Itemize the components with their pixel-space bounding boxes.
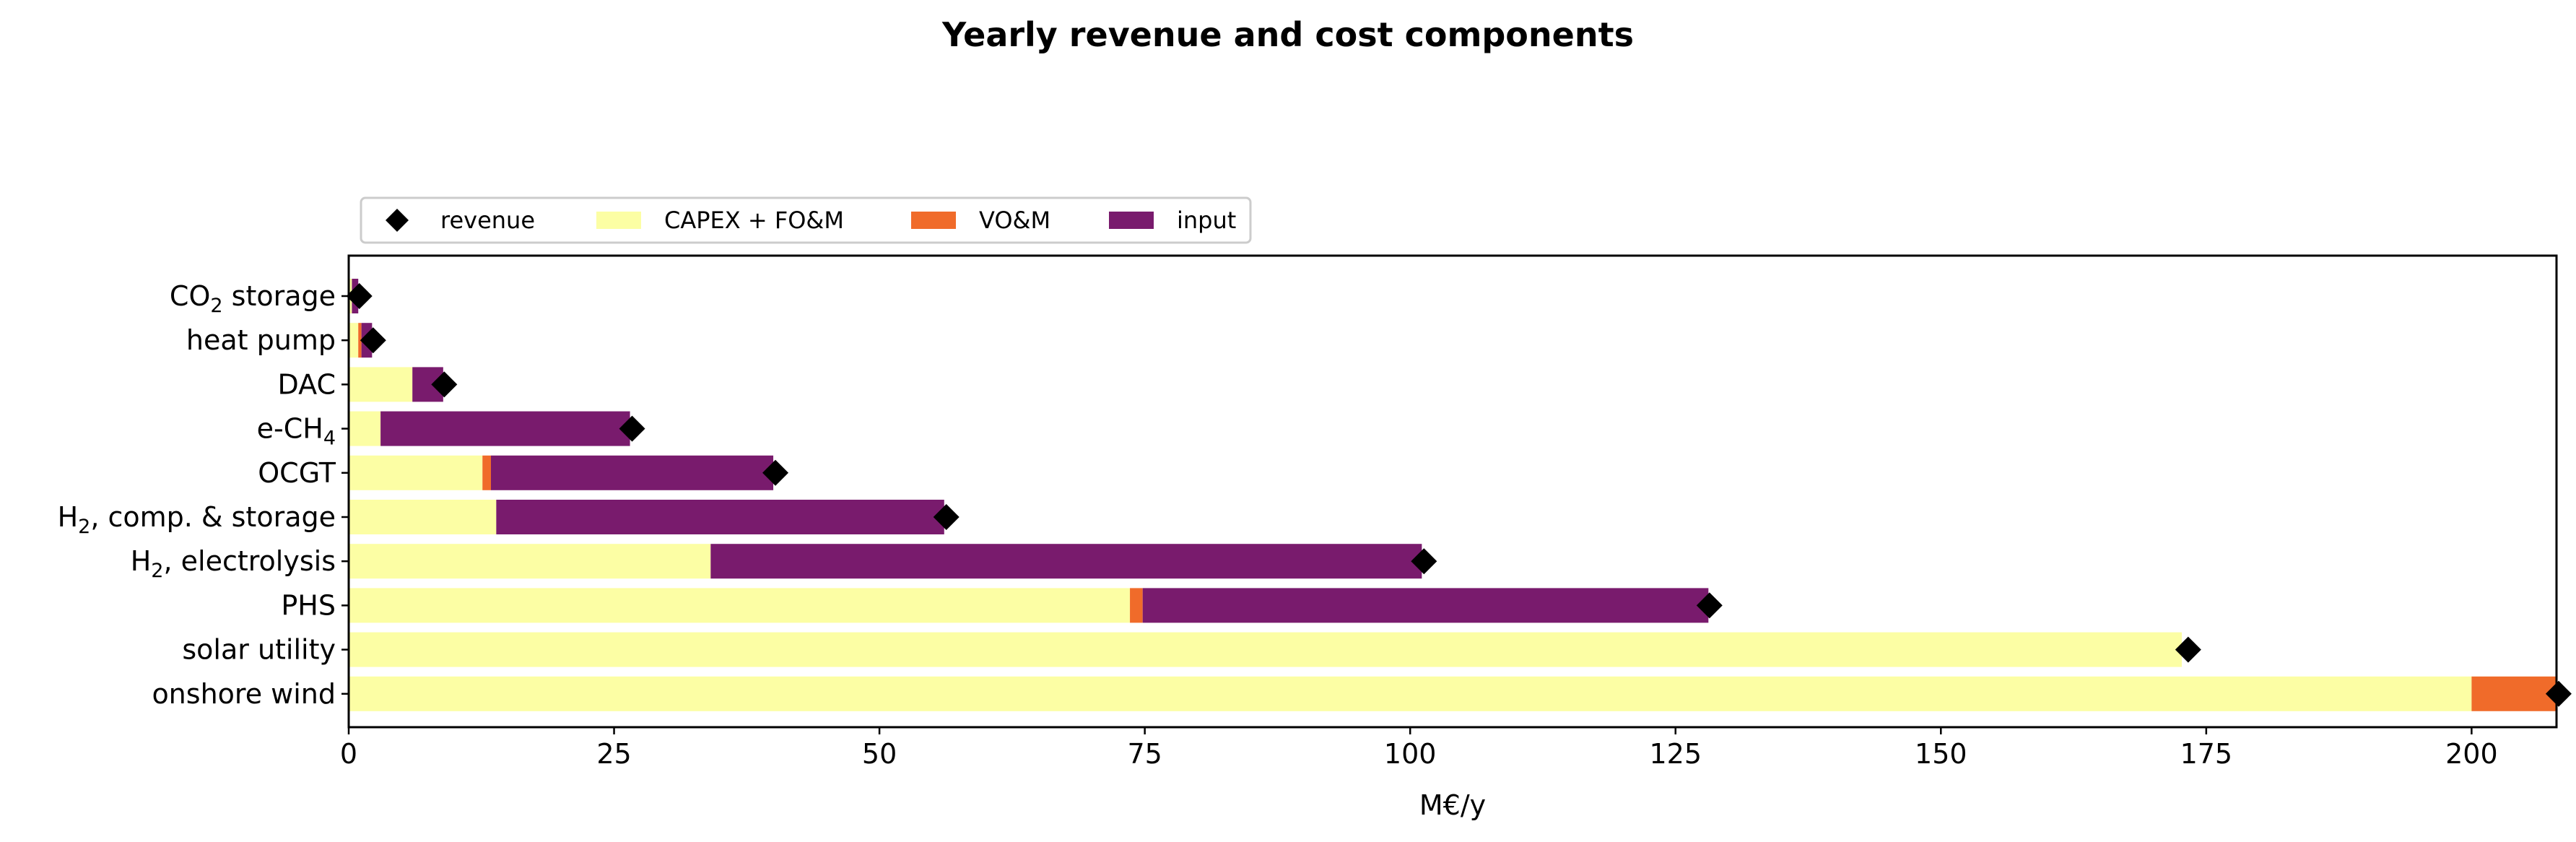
x-tick-label-0: 0 xyxy=(340,738,357,770)
x-tick-label-2: 50 xyxy=(862,738,897,770)
bars-layer xyxy=(349,279,2556,711)
bar-input-6 xyxy=(710,544,1422,579)
bar-capex-fo-m-3 xyxy=(349,411,381,446)
bar-vo-m-1 xyxy=(358,323,362,358)
legend-swatch-1 xyxy=(596,212,641,229)
bar-capex-fo-m-9 xyxy=(349,676,2472,711)
revenue-marker-4 xyxy=(762,459,789,486)
bar-input-5 xyxy=(496,500,944,534)
legend: revenue CAPEX + FO&M VO&M input xyxy=(360,196,1252,244)
legend-frame xyxy=(360,196,1252,244)
y-tick-label-1: heat pump xyxy=(186,324,336,356)
x-axis: 0 25 50 75 100 125 150 175 200 xyxy=(340,727,2498,770)
y-tick-label-6: H2, electrolysis xyxy=(131,545,336,582)
bar-capex-fo-m-4 xyxy=(349,455,483,490)
y-tick-label-9: onshore wind xyxy=(152,678,336,710)
revenue-marker-3 xyxy=(619,415,645,442)
x-tick-label-3: 75 xyxy=(1127,738,1162,770)
bar-input-3 xyxy=(380,411,630,446)
bar-capex-fo-m-7 xyxy=(349,588,1131,623)
bar-capex-fo-m-6 xyxy=(349,544,711,579)
bar-capex-fo-m-5 xyxy=(349,500,497,534)
y-tick-label-4: OCGT xyxy=(258,457,336,489)
plot-area-frame xyxy=(347,254,2558,729)
bar-input-4 xyxy=(491,455,774,490)
revenue-marker-8 xyxy=(2175,636,2201,663)
legend-marker-revenue xyxy=(386,209,409,232)
bar-input-7 xyxy=(1142,588,1709,623)
bar-capex-fo-m-1 xyxy=(349,323,359,358)
chart-title: Yearly revenue and cost components xyxy=(941,15,1634,54)
legend-swatch-3 xyxy=(1109,212,1154,229)
bar-vo-m-9 xyxy=(2471,676,2556,711)
revenue-marker-7 xyxy=(1696,592,1723,619)
bar-capex-fo-m-2 xyxy=(349,367,413,402)
y-tick-label-5: H2, comp. & storage xyxy=(58,501,336,538)
revenue-marker-1 xyxy=(360,327,386,354)
x-tick-label-1: 25 xyxy=(596,738,631,770)
y-axis: CO2 storage heat pump DAC e-CH4 OCGT H2, comp… xyxy=(58,280,349,710)
y-tick-label-0: CO2 storage xyxy=(170,280,336,317)
y-tick-label-8: solar utility xyxy=(182,634,336,666)
y-tick-label-3: e-CH4 xyxy=(257,413,336,450)
legend-label-3: input xyxy=(1177,207,1236,234)
bar-capex-fo-m-8 xyxy=(349,632,2183,667)
x-tick-label-7: 175 xyxy=(2180,738,2233,770)
legend-swatch-2 xyxy=(911,212,956,229)
x-tick-label-5: 125 xyxy=(1649,738,1702,770)
x-tick-label-6: 150 xyxy=(1915,738,1967,770)
legend-label-0: revenue xyxy=(440,207,535,234)
revenue-markers xyxy=(346,283,2572,707)
revenue-marker-2 xyxy=(431,371,458,398)
revenue-marker-9 xyxy=(2545,680,2572,707)
x-tick-label-4: 100 xyxy=(1384,738,1437,770)
bar-vo-m-4 xyxy=(482,455,492,490)
revenue-marker-0 xyxy=(346,283,373,309)
y-tick-label-2: DAC xyxy=(278,368,336,400)
x-axis-label: M€/y xyxy=(1419,789,1486,821)
revenue-marker-6 xyxy=(1411,548,1437,575)
bar-vo-m-7 xyxy=(1130,588,1143,623)
legend-label-1: CAPEX + FO&M xyxy=(664,207,844,234)
revenue-marker-5 xyxy=(933,504,960,530)
y-tick-label-7: PHS xyxy=(281,589,336,621)
legend-label-2: VO&M xyxy=(979,207,1050,234)
x-tick-label-8: 200 xyxy=(2445,738,2498,770)
